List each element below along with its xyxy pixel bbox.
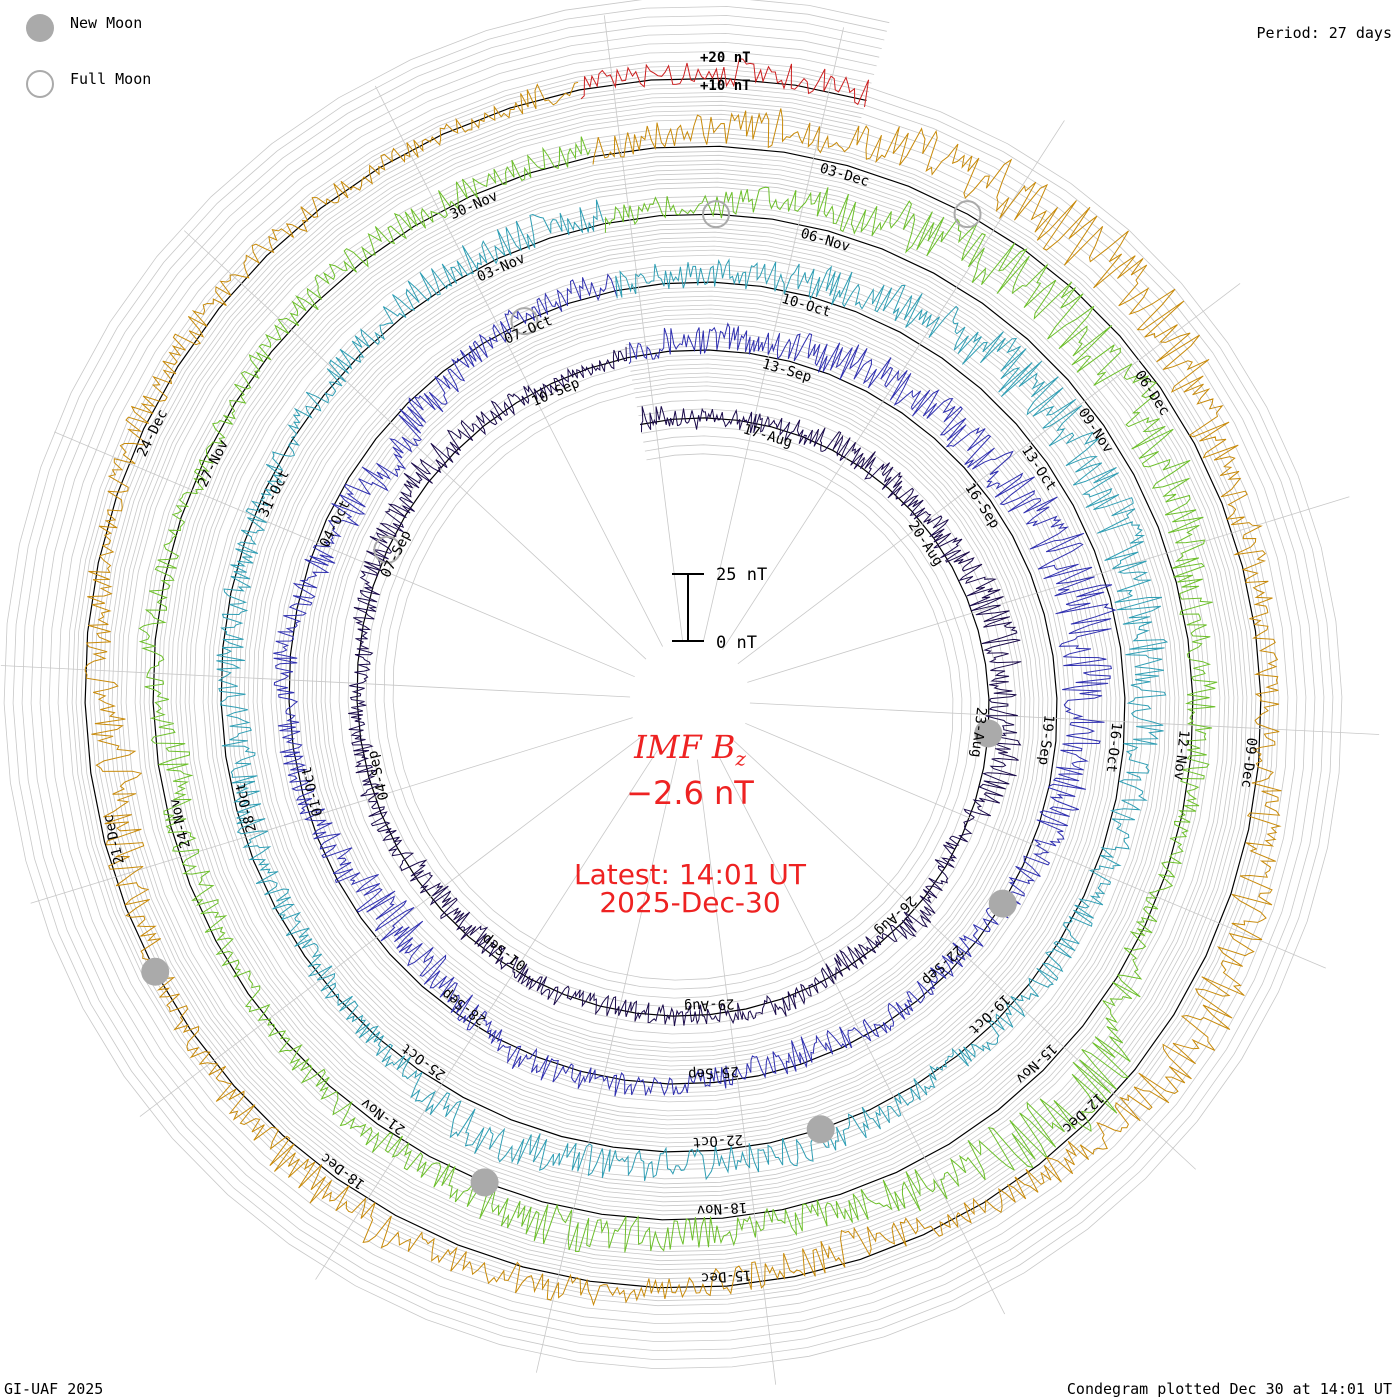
date-label: 04-Oct [317, 498, 354, 550]
bz-trace-series-6 [580, 58, 870, 108]
radial-spoke [315, 750, 658, 1280]
radial-spoke [733, 740, 1197, 1170]
full-moon-marker [702, 200, 731, 229]
date-label: 10-Sep [529, 375, 582, 410]
reference-ring [93, 86, 1253, 1280]
date-label: 25-Sep [688, 1063, 739, 1082]
latest-date: 2025-Dec-30 [599, 886, 781, 919]
ring-value-label: +20 nT [700, 50, 751, 66]
full-moon-marker [510, 307, 539, 336]
new-moon-marker [470, 1168, 499, 1197]
reference-ring [12, 6, 1334, 1361]
new-moon-marker [988, 889, 1017, 918]
radial-spoke [54, 431, 635, 678]
radial-spoke [0, 665, 631, 698]
radial-spoke [737, 283, 1241, 665]
date-label: 01-Sep [479, 930, 529, 973]
reference-ring [3, 0, 1343, 1370]
reference-ring [102, 95, 1244, 1271]
reference-ring [57, 50, 1289, 1316]
reference-ring [48, 41, 1298, 1325]
radial-spokes [0, 15, 1380, 1385]
scale-bottom-label: 0 nT [716, 633, 757, 653]
reference-ring [120, 113, 1226, 1253]
full-moon-marker [953, 200, 982, 229]
date-label: 07-Oct [502, 313, 555, 348]
bz-trace-series-5 [84, 81, 1282, 1307]
chart-title: IMF Bz [634, 728, 746, 771]
full-moon-label: Full Moon [70, 70, 152, 88]
scale-top-label: 25 nT [716, 565, 767, 585]
radial-spoke [603, 15, 683, 641]
legend-full-moon: Full Moon [26, 70, 151, 98]
new-moon-marker [974, 719, 1003, 748]
bz-trace-series-3 [216, 199, 1169, 1182]
plotted-label: Condegram plotted Dec 30 at 14:01 UT [1066, 1380, 1392, 1398]
date-label: 23-Aug [968, 706, 990, 758]
latest-time: Latest: 14:01 UT [573, 858, 807, 891]
date-label: 15-Dec [701, 1267, 752, 1286]
bz-trace-series-2 [273, 273, 1117, 1097]
date-label: 29-Aug [683, 995, 734, 1014]
moon-markers [141, 200, 1017, 1197]
scale-bar: 25 nT 0 nT [672, 565, 767, 653]
radial-spoke [749, 702, 1380, 735]
reference-ring [30, 23, 1316, 1343]
date-label: 22-Oct [692, 1131, 743, 1150]
full-moon-marker [373, 535, 402, 564]
bz-trace-series-1 [348, 346, 1022, 1027]
date-label: 03-Nov [475, 250, 528, 285]
date-label: 16-Oct [1103, 721, 1125, 773]
radial-spoke [374, 85, 663, 647]
new-moon-label: New Moon [70, 14, 143, 32]
reference-ring [21, 15, 1325, 1352]
radial-spoke [702, 27, 845, 642]
radial-spoke [745, 722, 1326, 969]
bz-trace-series-4 [138, 136, 1218, 1253]
legend-new-moon: New Moon [26, 14, 142, 42]
new-moon-icon [26, 14, 54, 42]
date-label: 09-Dec [1238, 737, 1260, 789]
date-label: 24-Dec [134, 407, 171, 459]
period-label: Period: 27 days [1256, 24, 1392, 42]
credit-label: GI-UAF 2025 [4, 1380, 104, 1398]
reference-ring [111, 104, 1235, 1262]
new-moon-marker [141, 957, 170, 986]
radial-spoke [747, 496, 1350, 683]
date-label: 18-Nov [696, 1199, 747, 1218]
ring-labels: +20 nT +10 nT [700, 50, 751, 94]
new-moon-marker [806, 1115, 835, 1144]
full-moon-icon [26, 70, 54, 98]
bz-traces [84, 58, 1282, 1307]
reference-ring [66, 59, 1280, 1307]
reference-ring [39, 32, 1307, 1334]
ring-value-label: +10 nT [700, 78, 751, 94]
radial-spoke [30, 717, 633, 904]
radial-spoke [535, 758, 678, 1373]
date-label: 12-Nov [1170, 729, 1192, 781]
latest-value: −2.6 nT [626, 774, 754, 812]
date-label: 19-Sep [1035, 714, 1057, 766]
radial-spoke [139, 735, 643, 1117]
